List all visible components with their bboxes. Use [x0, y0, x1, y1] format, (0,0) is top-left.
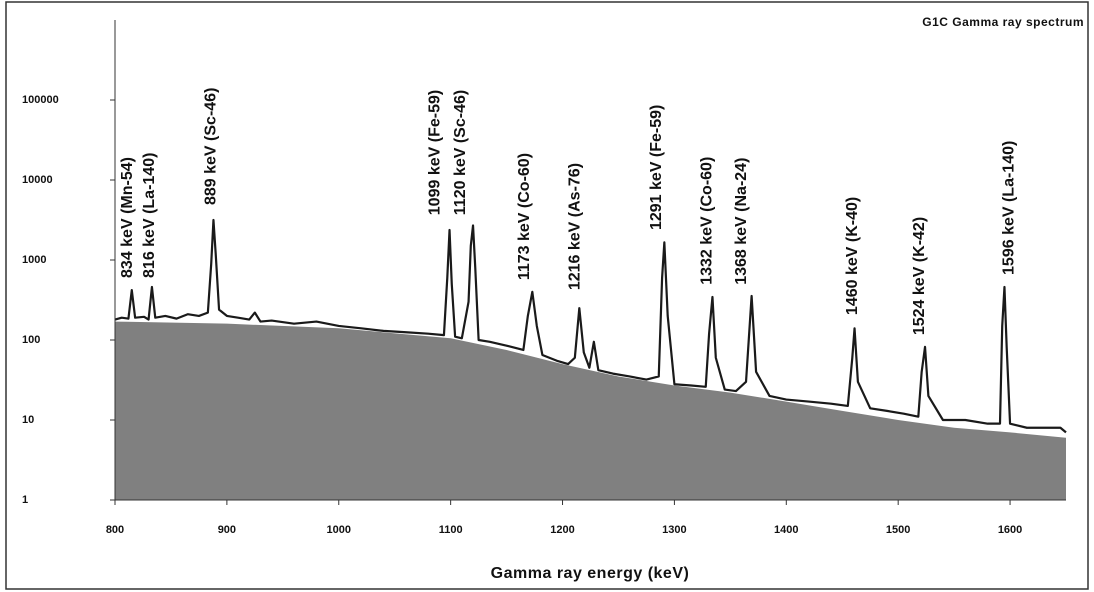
y-tick-label: 100: [22, 334, 40, 346]
y-tick-label: 10: [22, 414, 34, 426]
peak-label: 1099 keV (Fe-59): [426, 90, 443, 215]
x-tick-label: 800: [106, 524, 124, 536]
peak-label: 1120 keV (Sc-46): [452, 90, 469, 215]
x-tick-label: 1500: [886, 524, 910, 536]
peak-label: 1216 keV (As-76): [566, 163, 583, 290]
x-tick-label: 900: [218, 524, 236, 536]
chart-title: G1C Gamma ray spectrum: [922, 15, 1084, 29]
peak-label: 1524 keV (K-42): [911, 217, 928, 335]
peak-label: 1291 keV (Fe-59): [648, 105, 665, 230]
y-tick-label: 1: [22, 494, 28, 506]
x-tick-label: 1200: [550, 524, 574, 536]
peak-label: 1368 keV (Na-24): [733, 158, 750, 285]
peak-label: 1173 keV (Co-60): [516, 153, 533, 280]
y-tick-label: 100000: [22, 94, 59, 106]
x-tick-label: 1000: [327, 524, 351, 536]
peak-label: 1332 keV (Co-60): [698, 157, 715, 285]
y-tick-label: 10000: [22, 174, 53, 186]
peak-label: 816 keV (La-140): [141, 153, 158, 278]
peak-label: 889 keV (Sc-46): [203, 88, 220, 205]
x-tick-label: 1100: [439, 524, 463, 536]
peak-label: 1596 keV (La-140): [1000, 141, 1017, 275]
y-tick-label: 1000: [22, 254, 46, 266]
x-tick-label: 1400: [774, 524, 798, 536]
x-tick-label: 1300: [662, 524, 686, 536]
x-tick-label: 1600: [998, 524, 1022, 536]
peak-label: 834 keV (Mn-54): [119, 157, 136, 278]
background-area: [115, 321, 1066, 500]
x-axis-label: Gamma ray energy (keV): [491, 565, 690, 582]
spectrum-line: [114, 218, 1067, 434]
peak-label: 1460 keV (K-40): [844, 197, 861, 315]
